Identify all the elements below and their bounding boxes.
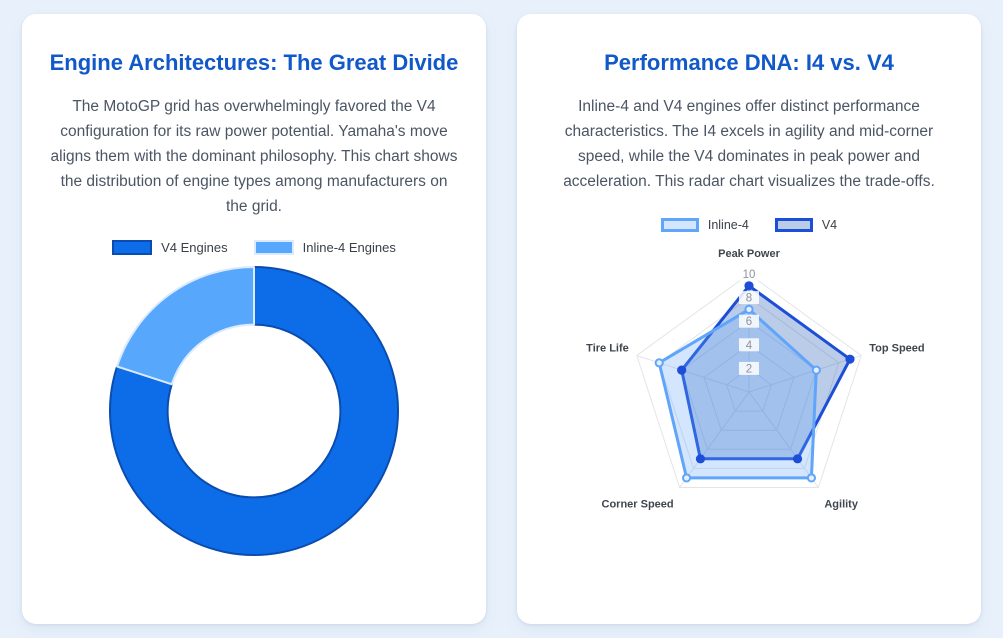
legend-swatch-inline-4 xyxy=(660,218,699,232)
svg-text:6: 6 xyxy=(746,316,752,328)
radar-point-v4-peak-power[interactable] xyxy=(744,281,754,291)
legend-label: Inline-4 xyxy=(707,218,749,232)
svg-text:10: 10 xyxy=(743,269,756,281)
svg-text:4: 4 xyxy=(746,340,753,352)
svg-text:2: 2 xyxy=(746,363,752,375)
legend-label: V4 Engines xyxy=(161,240,228,255)
legend-item-inline-4[interactable]: Inline-4 xyxy=(660,218,749,232)
legend-label: V4 xyxy=(821,218,838,232)
radar-axis-label-tire-life: Tire Life xyxy=(586,343,629,355)
legend-item-inline-4-engines[interactable]: Inline-4 Engines xyxy=(253,240,396,255)
donut-slice-inline-4-engines[interactable] xyxy=(116,266,255,386)
radar-point-v4-corner-speed[interactable] xyxy=(695,454,706,464)
card-performance-dna: Performance DNA: I4 vs. V4 Inline-4 and … xyxy=(517,14,981,624)
donut-chart[interactable] xyxy=(104,261,404,561)
card-engine-architectures: Engine Architectures: The Great Divide T… xyxy=(22,14,486,624)
radar-point-inline-4-top-speed[interactable] xyxy=(811,365,821,375)
legend-swatch-v4-engines xyxy=(112,240,153,255)
donut-legend: V4 Engines Inline-4 Engines xyxy=(46,240,462,255)
legend-swatch-inline-4-engines xyxy=(253,240,294,255)
radar-point-inline-4-peak-power[interactable] xyxy=(744,304,754,315)
svg-text:8: 8 xyxy=(746,293,752,305)
radar-point-inline-4-tire-life[interactable] xyxy=(654,358,664,368)
radar-legend: Inline-4 V4 xyxy=(541,218,957,232)
radar-chart[interactable]: 2 4 6 8 10 Peak Power Top Speed Agility Corner S… xyxy=(541,238,957,540)
legend-label: Inline-4 Engines xyxy=(302,240,396,255)
donut-card-description: The MotoGP grid has overwhelmingly favor… xyxy=(50,98,458,215)
radar-card-title: Performance DNA: I4 vs. V4 xyxy=(604,50,894,75)
donut-card-title: Engine Architectures: The Great Divide xyxy=(49,50,459,75)
radar-axis-label-agility: Agility xyxy=(824,498,858,510)
radar-series-v4[interactable] xyxy=(680,284,852,461)
radar-axis-label-peak-power: Peak Power xyxy=(718,248,780,260)
radar-point-v4-tire-life[interactable] xyxy=(677,365,687,375)
radar-axis-label-corner-speed: Corner Speed xyxy=(602,498,674,510)
donut-slice-v4-engines[interactable] xyxy=(109,266,399,556)
legend-swatch-v4 xyxy=(774,218,813,232)
legend-item-v4[interactable]: V4 xyxy=(774,218,838,232)
radar-card-description: Inline-4 and V4 engines offer distinct p… xyxy=(563,98,935,190)
radar-point-v4-agility[interactable] xyxy=(792,454,803,464)
radar-point-inline-4-corner-speed[interactable] xyxy=(681,473,692,483)
radar-tick-labels: 2 4 6 8 10 xyxy=(739,267,759,375)
radar-point-inline-4-agility[interactable] xyxy=(806,473,817,483)
radar-series-inline-4[interactable] xyxy=(657,307,818,480)
radar-axis-label-top-speed: Top Speed xyxy=(869,343,924,355)
radar-point-v4-top-speed[interactable] xyxy=(845,354,855,364)
radar-axis-labels: Peak Power Top Speed Agility Corner Speed Ti… xyxy=(586,248,924,510)
legend-item-v4-engines[interactable]: V4 Engines xyxy=(112,240,228,255)
